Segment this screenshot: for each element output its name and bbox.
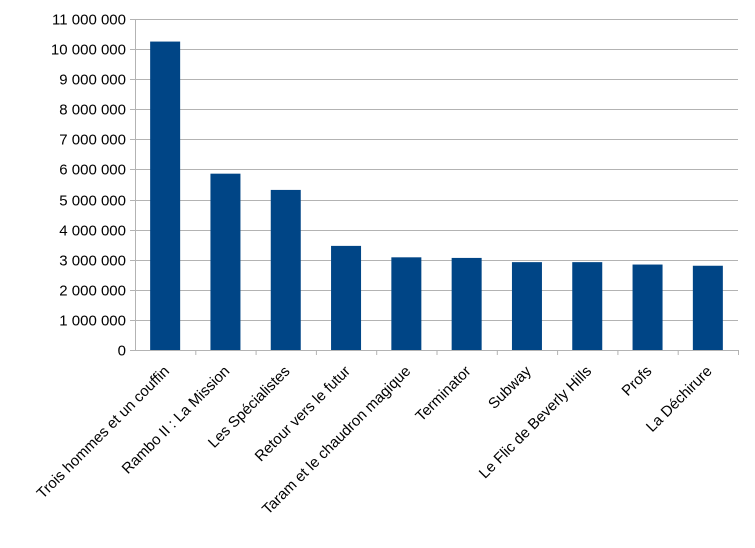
- y-tick-label: 10 000 000: [51, 42, 126, 59]
- x-tick-label: Profs: [619, 363, 656, 400]
- bar: [391, 257, 422, 350]
- x-tick-label: Rambo II : La Mission: [119, 363, 234, 478]
- y-tick-label: 1 000 000: [59, 313, 126, 330]
- y-tick-label: 4 000 000: [59, 223, 126, 240]
- x-tick-label: Le Flic de Beverly Hills: [476, 363, 595, 482]
- bar: [632, 264, 663, 350]
- y-tick-label: 0: [118, 343, 126, 360]
- bar: [210, 173, 241, 350]
- y-tick-label: 3 000 000: [59, 253, 126, 270]
- bar: [331, 245, 362, 350]
- y-tick-label: 2 000 000: [59, 283, 126, 300]
- bar: [270, 189, 301, 350]
- y-tick-label: 7 000 000: [59, 132, 126, 149]
- y-tick-label: 5 000 000: [59, 193, 126, 210]
- y-tick-label: 11 000 000: [52, 12, 126, 29]
- x-tick-label: Terminator: [412, 363, 474, 425]
- bar: [150, 41, 181, 351]
- bar: [511, 262, 542, 350]
- bar: [451, 257, 482, 350]
- y-tick-label: 8 000 000: [59, 102, 126, 119]
- bar: [692, 265, 723, 350]
- bar: [572, 262, 603, 350]
- y-tick-label: 6 000 000: [59, 162, 126, 179]
- y-tick-label: 9 000 000: [59, 72, 126, 89]
- x-tick-label: Subway: [485, 362, 535, 412]
